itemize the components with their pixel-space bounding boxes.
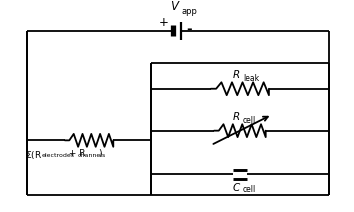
- Text: electrodes: electrodes: [41, 153, 75, 158]
- Text: cell: cell: [243, 116, 256, 125]
- Text: leak: leak: [243, 74, 259, 83]
- Text: channels: channels: [78, 153, 106, 158]
- Text: cell: cell: [243, 185, 256, 194]
- Text: R: R: [233, 112, 240, 122]
- Text: C: C: [233, 183, 240, 193]
- Text: + R: + R: [66, 149, 85, 158]
- Text: +: +: [159, 16, 169, 29]
- Text: V: V: [170, 0, 178, 13]
- Text: -: -: [187, 22, 192, 36]
- Text: $\Sigma$(R: $\Sigma$(R: [25, 149, 42, 161]
- Text: R: R: [233, 70, 240, 80]
- Text: app: app: [182, 7, 198, 16]
- Text: ): ): [98, 149, 102, 158]
